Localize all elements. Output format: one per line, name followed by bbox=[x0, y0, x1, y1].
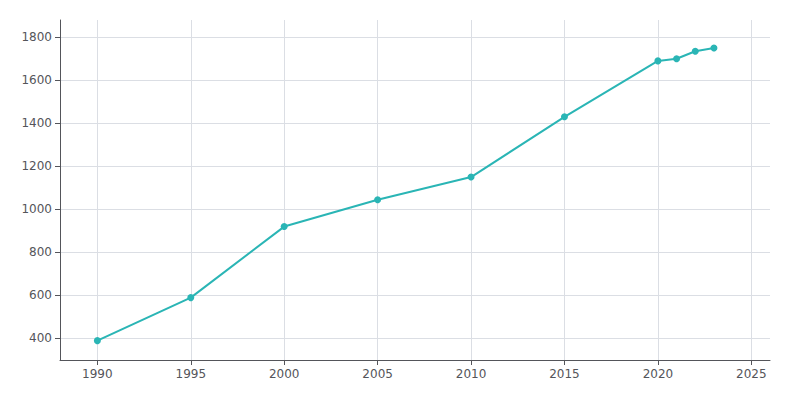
svg-text:600: 600 bbox=[29, 288, 52, 302]
svg-text:1200: 1200 bbox=[21, 159, 52, 173]
svg-text:2015: 2015 bbox=[549, 367, 580, 381]
svg-text:2025: 2025 bbox=[736, 367, 767, 381]
svg-text:1990: 1990 bbox=[82, 367, 113, 381]
svg-text:1000: 1000 bbox=[21, 202, 52, 216]
svg-text:1400: 1400 bbox=[21, 116, 52, 130]
svg-text:2010: 2010 bbox=[456, 367, 487, 381]
svg-text:1600: 1600 bbox=[21, 73, 52, 87]
svg-text:2000: 2000 bbox=[269, 367, 300, 381]
svg-text:800: 800 bbox=[29, 245, 52, 259]
svg-text:1800: 1800 bbox=[21, 30, 52, 44]
svg-text:2020: 2020 bbox=[643, 367, 674, 381]
svg-text:2005: 2005 bbox=[362, 367, 393, 381]
svg-text:400: 400 bbox=[29, 331, 52, 345]
svg-text:1995: 1995 bbox=[176, 367, 207, 381]
